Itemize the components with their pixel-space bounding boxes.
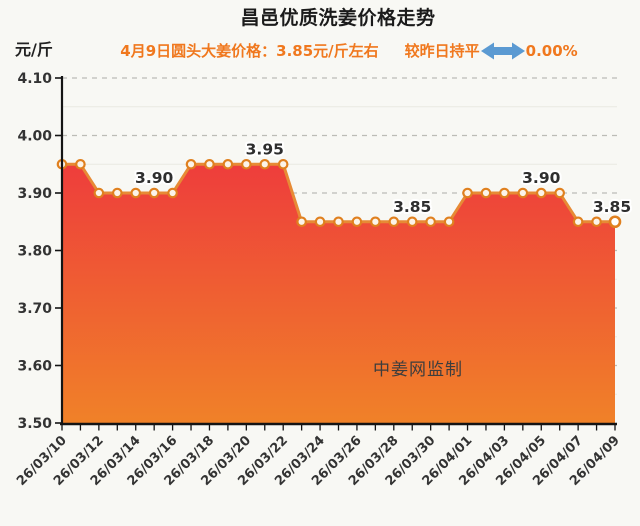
point-marker xyxy=(351,216,363,228)
point-marker xyxy=(443,216,455,228)
point-marker xyxy=(517,187,529,199)
point-value-label: 3.85 xyxy=(393,198,431,216)
point-marker xyxy=(277,158,289,170)
chart-subtitle: 4月9日圆头大姜价格：3.85元/斤左右 较昨日持平 0.00% xyxy=(0,40,640,61)
y-axis-unit-label: 元/斤 xyxy=(15,40,53,59)
point-marker xyxy=(296,216,307,228)
point-marker xyxy=(93,187,105,199)
point-marker xyxy=(204,158,215,170)
trend-percent: 0.00% xyxy=(525,41,578,60)
y-tick-label: 3.60 xyxy=(17,359,52,375)
y-tick-label: 4.10 xyxy=(17,71,52,87)
current-point-marker xyxy=(608,215,622,229)
point-value-label: 3.95 xyxy=(246,140,284,158)
area-fill-shape xyxy=(62,164,615,423)
x-axis-ticks-labels: 26/03/1026/03/1226/03/1426/03/1626/03/18… xyxy=(14,425,623,489)
point-marker xyxy=(241,158,252,170)
point-marker xyxy=(167,187,178,199)
point-marker xyxy=(222,158,234,170)
area-fill xyxy=(62,164,615,423)
point-value-label: 3.90 xyxy=(522,169,560,187)
point-marker xyxy=(314,216,326,228)
point-marker xyxy=(112,187,123,199)
trend-text: 较昨日持平 xyxy=(404,42,480,60)
point-marker xyxy=(480,187,492,199)
y-tick-label: 3.80 xyxy=(17,244,52,260)
y-tick-label: 3.70 xyxy=(17,301,52,317)
point-marker xyxy=(572,216,584,228)
point-marker xyxy=(406,216,418,228)
y-tick-label: 4.00 xyxy=(17,129,52,145)
y-tick-label: 3.90 xyxy=(17,186,52,202)
point-marker xyxy=(499,187,510,199)
price-text: 4月9日圆头大姜价格：3.85元/斤左右 xyxy=(120,42,379,60)
watermark: 中姜网监制 xyxy=(373,360,463,380)
point-marker xyxy=(370,216,381,228)
point-marker xyxy=(185,158,197,170)
point-marker xyxy=(130,187,142,199)
y-tick-label: 3.50 xyxy=(17,416,52,432)
point-marker xyxy=(75,158,86,170)
point-marker xyxy=(554,187,565,199)
chart-title: 昌邑优质洗姜价格走势 xyxy=(240,7,436,29)
point-marker xyxy=(388,216,400,228)
left-right-arrow-icon xyxy=(480,42,525,59)
watermark-text: 中姜网监制 xyxy=(373,360,463,380)
point-marker xyxy=(259,158,271,170)
data-points xyxy=(56,158,622,229)
data-point-labels: 3.90 3.95 3.85 3.90 3.85 xyxy=(133,138,633,218)
point-marker xyxy=(333,216,344,228)
point-marker xyxy=(535,187,547,199)
point-value-label: 3.85 xyxy=(593,198,631,216)
point-marker xyxy=(462,187,473,199)
y-axis-ticks-labels: 3.50 3.60 3.70 3.80 3.90 4.00 4.10 xyxy=(17,71,62,432)
point-marker xyxy=(425,216,436,228)
point-value-label: 3.90 xyxy=(135,169,173,187)
point-marker xyxy=(148,187,160,199)
point-marker xyxy=(591,216,602,228)
